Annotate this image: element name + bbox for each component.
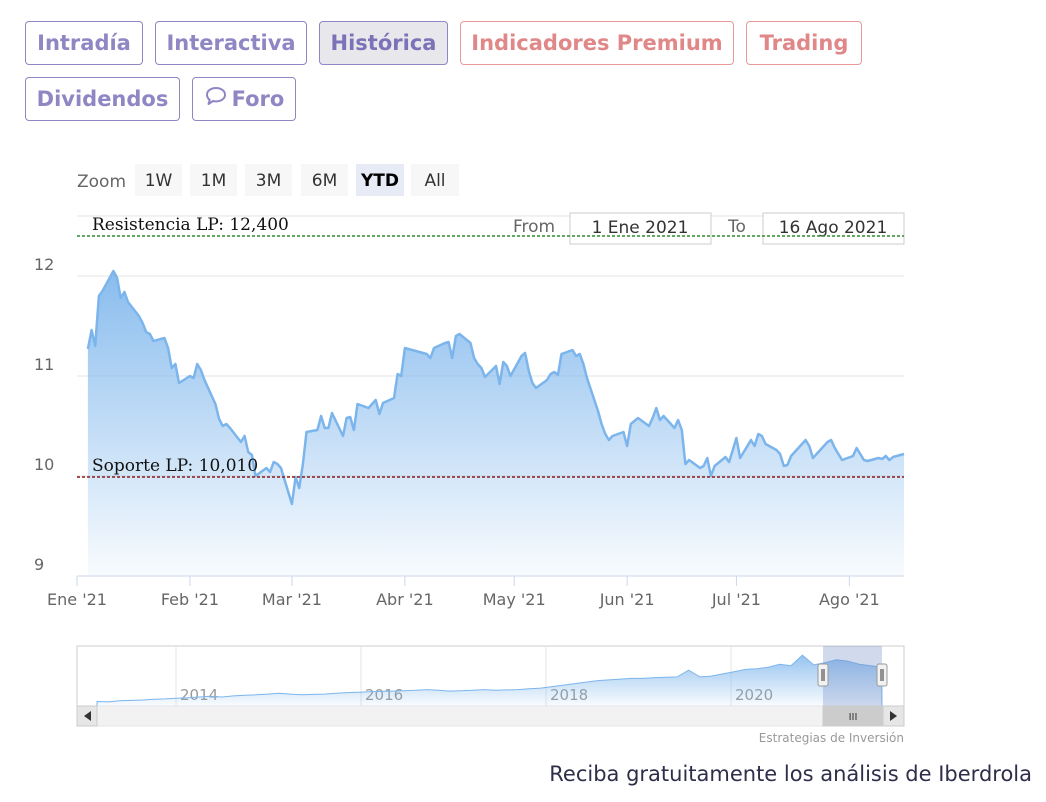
chart-credits[interactable]: Estrategias de Inversión	[759, 731, 904, 745]
to-label: To	[727, 217, 746, 237]
zoom-button-label: 1M	[201, 171, 226, 191]
zoom-button-ytd[interactable]: YTD	[356, 164, 404, 196]
x-tick-label: Jul '21	[711, 590, 761, 609]
scrollbar-grip: III	[849, 712, 858, 723]
scroll-left-button[interactable]	[76, 705, 98, 727]
y-axis: 9 10 11 12	[34, 255, 54, 574]
tab-label: Histórica	[330, 31, 437, 55]
x-axis: Ene '21 Feb '21 Mar '21 Abr '21 May '21 Jun '…	[47, 576, 880, 609]
plot-line-label: Resistencia LP: 12,400	[92, 215, 289, 235]
scroll-right-button[interactable]	[882, 705, 905, 727]
tab-trading[interactable]: Trading	[746, 21, 862, 65]
y-tick-label: 12	[34, 255, 54, 274]
zoom-button-label: 3M	[256, 171, 281, 191]
zoom-button-1m[interactable]: 1M	[190, 164, 237, 196]
x-tick-label: Feb '21	[161, 590, 219, 609]
plot-lines: Resistencia LP: 12,400 Soporte LP: 10,010	[77, 215, 904, 478]
y-tick-label: 10	[34, 455, 54, 474]
navigator-mask[interactable]	[823, 646, 882, 706]
zoom-button-label: 6M	[312, 171, 337, 191]
y-tick-label: 9	[34, 555, 44, 574]
navigator-area	[96, 654, 883, 707]
to-date-box[interactable]	[762, 212, 905, 245]
tab-dividendos[interactable]: Dividendos	[25, 77, 180, 121]
y-tick-label: 11	[34, 355, 54, 374]
plot-line-label: Soporte LP: 10,010	[92, 456, 258, 476]
tab-label: Dividendos	[36, 87, 169, 111]
x-tick-label: Mar '21	[262, 590, 322, 609]
scrollbar-track[interactable]	[76, 705, 905, 727]
tab-indicadores-premium[interactable]: Indicadores Premium	[460, 21, 734, 65]
zoom-buttons: 1W 1M 3M 6M YTD All	[135, 164, 459, 196]
tab-label: Interactiva	[166, 31, 296, 55]
price-area	[87, 271, 904, 576]
tab-label: Indicadores Premium	[471, 31, 723, 55]
from-date-box[interactable]	[569, 212, 712, 245]
zoom-button-all[interactable]: All	[411, 164, 459, 196]
tab-label: Trading	[759, 31, 849, 55]
zoom-button-6m[interactable]: 6M	[301, 164, 348, 196]
x-tick-label: Ene '21	[47, 590, 107, 609]
x-tick-label: Abr '21	[376, 590, 434, 609]
from-label: From	[513, 217, 555, 237]
x-tick-label: May '21	[483, 590, 546, 609]
zoom-label: Zoom	[77, 172, 126, 192]
navigator-handle-right[interactable]	[876, 663, 888, 687]
price-line	[86, 269, 905, 506]
tab-intrad-a[interactable]: Intradía	[25, 21, 143, 65]
tab-label: Intradía	[37, 31, 131, 55]
cta-link[interactable]: Reciba gratuitamente los análisis de Ibe…	[549, 762, 1032, 786]
from-date-input[interactable]: 1 Ene 2021	[592, 218, 689, 238]
x-tick-label: Ago '21	[819, 590, 880, 609]
x-tick-label: Jun '21	[599, 590, 655, 609]
tab-label: Foro	[231, 87, 285, 111]
tab-foro[interactable]: Foro	[192, 77, 296, 121]
zoom-button-1w[interactable]: 1W	[135, 164, 182, 196]
to-date-input[interactable]: 16 Ago 2021	[779, 218, 888, 238]
navigator-handle-left[interactable]	[817, 663, 829, 687]
zoom-button-label: All	[424, 171, 445, 191]
price-chart: Zoom 1W 1M 3M 6M YTD All From 1 Ene 2021 To 1…	[34, 164, 905, 745]
zoom-button-3m[interactable]: 3M	[245, 164, 292, 196]
zoom-button-label: YTD	[360, 171, 399, 191]
chat-bubble-icon	[204, 79, 228, 121]
zoom-button-label: 1W	[145, 171, 173, 191]
tab-interactiva[interactable]: Interactiva	[155, 21, 307, 65]
tab-hist-rica[interactable]: Histórica	[319, 21, 448, 65]
